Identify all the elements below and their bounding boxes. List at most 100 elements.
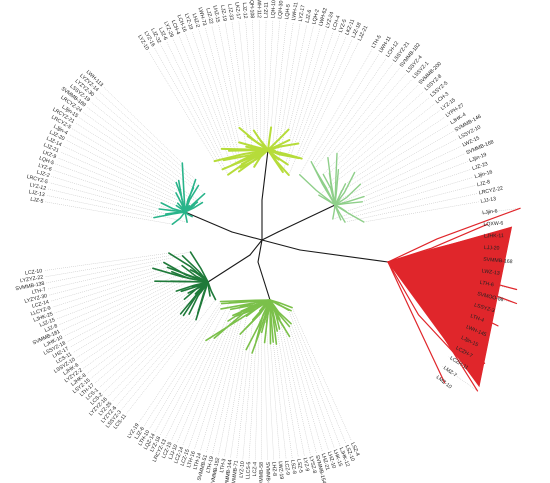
leaf-label: LQH-5: [284, 4, 292, 20]
leaf-guide-line: [107, 313, 190, 398]
clade-top-labels: LYZ-10LYZ-16LJZ-32LJZ-6LYZ-29LCH-4LCH-16…: [136, 0, 369, 52]
tree-branch: [239, 299, 271, 335]
leaf-guide-line: [287, 31, 334, 165]
branches-layer: [152, 126, 521, 392]
leaf-label: LJZ-6: [157, 27, 168, 42]
leaf-guide-line: [354, 110, 440, 173]
leaf-guide-line: [57, 157, 177, 206]
leaf-label: LJZ-22: [204, 8, 214, 25]
leaf-guide-line: [225, 23, 247, 147]
leaf-guide-line: [116, 313, 198, 406]
tree-branch: [387, 207, 521, 263]
leaf-label: LYZYZ-30: [24, 293, 48, 305]
leaf-guide-line: [44, 252, 169, 271]
leaf-guide-line: [60, 151, 178, 204]
leaf-guide-line: [54, 271, 172, 314]
leaf-guide-line: [288, 310, 341, 446]
leaf-guide-line: [112, 295, 211, 402]
leaf-label: LYZ-24: [325, 11, 336, 29]
leaf-guide-line: [176, 320, 229, 443]
leaf-guide-line: [64, 272, 196, 337]
leaf-guide-line: [61, 281, 171, 331]
tree-branch: [332, 204, 336, 220]
leaf-guide-line: [298, 39, 353, 159]
leaf-guide-line: [334, 146, 462, 206]
leaf-label: LYZ-17: [298, 4, 307, 22]
leaf-guide-line: [66, 272, 200, 342]
leaf-guide-line: [272, 21, 287, 149]
clade-left-branches: [153, 162, 206, 225]
leaf-label: LJZ-13: [28, 189, 45, 198]
backbone-branch: [261, 231, 279, 241]
leaf-guide-line: [211, 25, 240, 143]
leaf-label: LYZ-5: [338, 18, 349, 33]
leaf-guide-line: [149, 308, 222, 430]
leaf-guide-line: [275, 23, 301, 161]
leaf-guide-line: [206, 311, 244, 453]
leaf-guide-line: [289, 27, 321, 141]
leaf-label: LTH-19: [206, 456, 216, 474]
leaf-label: LKZ-17: [233, 2, 241, 20]
leaf-guide-line: [290, 323, 335, 448]
leaf-guide-line: [52, 265, 183, 308]
leaf-label: LJZ-8: [44, 323, 59, 334]
leaf-label: LTH-6: [479, 280, 494, 289]
leaf-label: LTH-4: [469, 313, 484, 323]
leaf-guide-line: [323, 79, 413, 175]
clade-left-labels: LJZ-5LJZ-13LYZ-12LRCYZ-5LJZ-2LYZ-6LQH-5L…: [26, 69, 104, 205]
leaf-guide-line: [259, 19, 261, 141]
leaf-guide-line: [69, 273, 201, 348]
tree-branch: [329, 180, 336, 206]
leaf-label: SVMMB-168: [483, 257, 513, 266]
leaf-label: LYZ-19: [183, 13, 194, 31]
leaf-guide-line: [332, 177, 473, 220]
leaf-label: SVMMB-58: [259, 462, 265, 483]
leaf-label: LCH-4: [331, 15, 342, 31]
leaf-guide-line: [288, 26, 314, 130]
tree-branch: [387, 261, 446, 384]
leaf-guide-line: [103, 315, 184, 393]
leaf-label: LCZ-15: [180, 448, 191, 466]
leaf-guide-line: [212, 334, 241, 455]
leaf-guide-line: [231, 22, 248, 137]
backbone-branch: [277, 204, 336, 233]
backbone-branch: [231, 231, 263, 241]
clade-lower-left-labels: LCS-11LSSYZ-3LYZYZ-6LYZ-25LYZYZ-16LCS-2L…: [15, 268, 128, 430]
leaf-guide-line: [224, 327, 248, 457]
backbone-branch: [207, 254, 251, 283]
leaf-guide-line: [218, 316, 247, 456]
leaf-guide-line: [288, 36, 347, 176]
leaf-guide-line: [90, 101, 205, 194]
leaf-label: LJZ-23: [471, 161, 488, 172]
tree-branch: [299, 174, 336, 206]
tree-branch: [168, 252, 209, 283]
leaf-label: LTH-7: [31, 287, 46, 296]
leaf-label: LTH-14: [193, 452, 204, 470]
leaf-label: LJjin-16: [474, 169, 493, 180]
tree-branch: [205, 299, 271, 342]
leaf-guide-line: [160, 302, 230, 436]
leaf-label: LYZ-6: [37, 163, 52, 173]
leaf-guide-line: [330, 97, 430, 182]
leaf-guide-line: [160, 44, 229, 175]
leaf-label: LCZ-9: [283, 460, 291, 475]
leaf-label: LJJ-10: [168, 444, 180, 461]
leaf-guide-line: [165, 338, 215, 438]
leaf-guide-line: [218, 24, 240, 128]
leaf-label: LWZ-13: [481, 268, 500, 276]
leaf-guide-line: [45, 201, 173, 225]
leaf-guide-line: [289, 326, 329, 450]
leaf-label: LJZ-15: [39, 317, 56, 328]
leaf-label: LRCYZ-22: [478, 185, 503, 196]
leaf-guide-line: [363, 153, 465, 197]
leaf-guide-line: [126, 299, 216, 414]
backbone-branch: [261, 239, 301, 251]
tree-branch: [267, 128, 290, 151]
leaf-guide-line: [72, 128, 198, 203]
leaf-label: LJZ-12: [241, 2, 248, 19]
leaf-label: LLCS-5: [245, 461, 252, 479]
clade-lower-left-guides: [44, 251, 216, 414]
leaf-label: LJZ-6: [305, 9, 314, 23]
tree-branch: [160, 202, 186, 213]
